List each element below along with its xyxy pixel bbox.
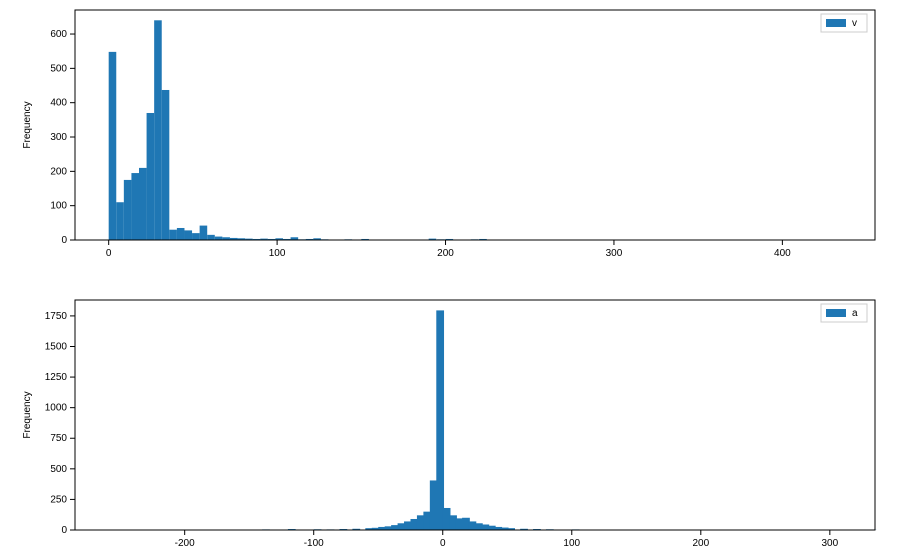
bottom-chart-ytick-label: 0 [61, 525, 67, 536]
top-chart-bar [200, 226, 208, 240]
bottom-chart-frame [75, 300, 875, 530]
bottom-chart: -200 -100 0 100 200 300 0 250 500 750 1000 1250 1500… [22, 300, 876, 549]
bottom-chart-legend-label: a [852, 308, 858, 319]
top-chart-xtick-label: 0 [106, 248, 112, 259]
top-chart-bar [207, 235, 215, 240]
top-chart-bar [131, 173, 139, 240]
top-chart-bar [147, 113, 155, 240]
top-chart-xtick-label: 100 [269, 248, 286, 259]
top-chart-xtick-label: 200 [437, 248, 454, 259]
top-chart-legend-swatch [826, 19, 846, 27]
bottom-chart-bar [436, 310, 444, 530]
top-chart-bar [169, 230, 177, 240]
bottom-chart-xtick-label: 100 [563, 538, 580, 549]
bottom-chart-ytick-label: 750 [50, 433, 67, 444]
top-chart-bar [109, 52, 117, 240]
bottom-chart-ytick-label: 500 [50, 464, 67, 475]
top-chart-bar [154, 20, 162, 240]
charts-svg: 0 100 200 300 400 0 100 200 300 400 500 600 Frequenc… [0, 0, 897, 559]
bottom-chart-ytick-label: 1000 [45, 403, 68, 414]
bottom-chart-xtick-label: -100 [304, 538, 324, 549]
top-chart-bar [184, 230, 192, 240]
top-chart-bar [124, 180, 132, 240]
top-chart-bar [116, 202, 124, 240]
top-chart-ylabel: Frequency [22, 101, 33, 148]
bottom-chart-ytick-label: 1250 [45, 372, 68, 383]
top-chart-ytick-label: 0 [61, 235, 67, 246]
top-chart-xtick-label: 400 [774, 248, 791, 259]
top-chart-ytick-label: 500 [50, 63, 67, 74]
top-chart-bar [192, 233, 200, 240]
top-chart-bar [177, 228, 185, 240]
bottom-chart-ylabel: Frequency [22, 391, 33, 438]
top-chart-ytick-label: 100 [50, 201, 67, 212]
bottom-chart-xtick-label: -200 [175, 538, 195, 549]
top-chart: 0 100 200 300 400 0 100 200 300 400 500 600 Frequenc… [22, 10, 875, 259]
bottom-chart-ytick-label: 250 [50, 494, 67, 505]
bottom-chart-ytick-label: 1750 [45, 311, 68, 322]
top-chart-xtick-label: 300 [606, 248, 623, 259]
top-chart-frame [75, 10, 875, 240]
top-chart-ytick-label: 600 [50, 29, 67, 40]
bottom-chart-ytick-label: 1500 [45, 341, 68, 352]
top-chart-bar [139, 168, 147, 240]
bottom-chart-xtick-label: 300 [821, 538, 838, 549]
top-chart-bar [215, 237, 223, 240]
top-chart-ytick-label: 200 [50, 166, 67, 177]
top-chart-legend-label: v [852, 18, 857, 29]
top-chart-bar [162, 90, 170, 240]
bottom-chart-xtick-label: 0 [440, 538, 446, 549]
bottom-chart-xtick-label: 200 [692, 538, 709, 549]
top-chart-ytick-label: 300 [50, 132, 67, 143]
bottom-chart-legend-swatch [826, 309, 846, 317]
top-chart-ytick-label: 400 [50, 98, 67, 109]
